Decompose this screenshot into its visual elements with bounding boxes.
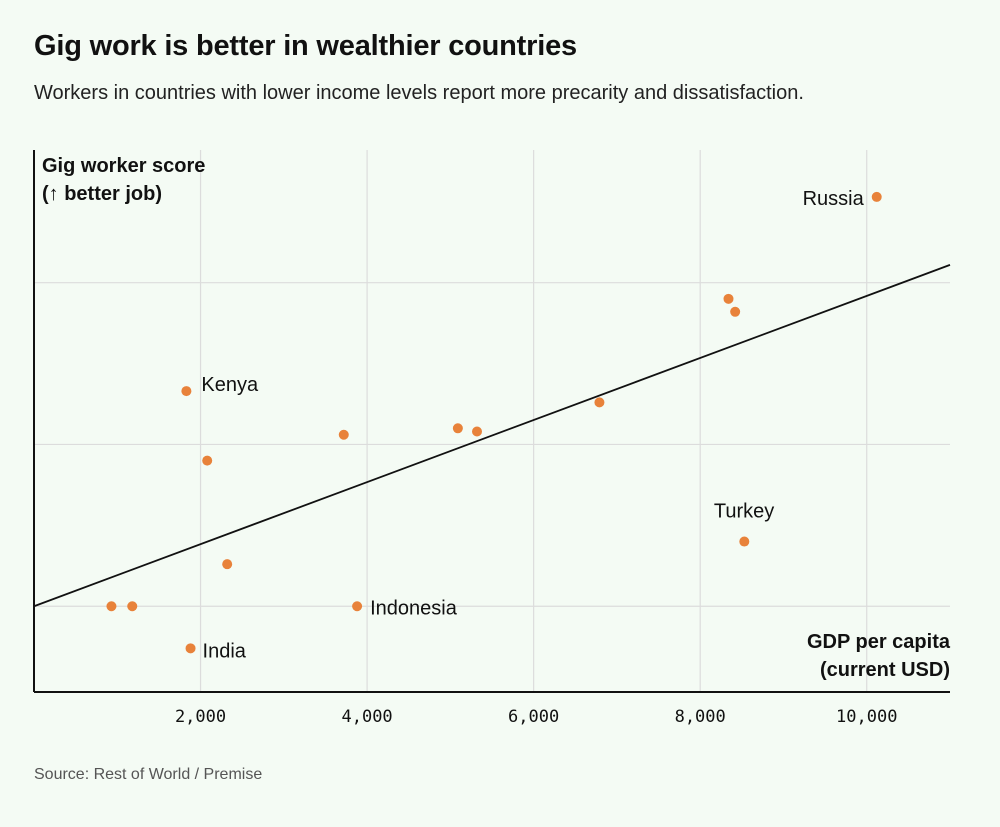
data-point-turkey — [739, 536, 750, 547]
data-point — [723, 293, 734, 304]
data-point-kenya — [181, 386, 192, 397]
point-labels: India Kenya Indonesia Turkey Russia — [201, 188, 864, 662]
source-note: Source: Rest of World / Premise — [34, 766, 263, 783]
x-tick-label: 4,000 — [341, 707, 392, 727]
x-tick-label: 6,000 — [508, 707, 559, 727]
data-point — [106, 601, 117, 612]
axis-titles: Gig worker score (↑ better job) GDP per ca… — [42, 155, 951, 681]
data-points — [106, 191, 882, 654]
scatter-chart: India Kenya Indonesia Turkey Russia 2,000 4,0… — [33, 150, 951, 727]
data-point — [338, 429, 349, 440]
data-point — [472, 426, 483, 437]
data-point — [452, 423, 463, 434]
point-label-kenya: Kenya — [201, 374, 259, 396]
x-axis-title-line: GDP per capita — [807, 631, 951, 653]
data-point-russia — [871, 191, 882, 202]
data-point — [127, 601, 138, 612]
x-tick-label: 10,000 — [836, 707, 897, 727]
point-label-turkey: Turkey — [714, 501, 774, 523]
x-tick-label: 8,000 — [675, 707, 726, 727]
chart-title: Gig work is better in wealthier countrie… — [34, 30, 577, 62]
x-tick-labels: 2,000 4,000 6,000 8,000 10,000 — [175, 707, 897, 727]
point-label-russia: Russia — [803, 188, 865, 210]
data-point — [730, 306, 741, 317]
data-point-india — [185, 643, 196, 654]
point-label-india: India — [203, 640, 247, 662]
gridlines — [34, 150, 950, 692]
axes — [33, 150, 950, 693]
chart-subtitle: Workers in countries with lower income l… — [34, 82, 804, 104]
trend-line — [33, 264, 951, 608]
x-tick-label: 2,000 — [175, 707, 226, 727]
data-point — [222, 559, 233, 570]
y-axis-title-line: (↑ better job) — [42, 183, 162, 205]
point-label-indonesia: Indonesia — [370, 597, 458, 619]
x-axis-title-line: (current USD) — [820, 659, 950, 681]
y-axis-title-line: Gig worker score — [42, 155, 205, 177]
trend-line-group — [33, 264, 951, 608]
data-point-indonesia — [352, 601, 363, 612]
data-point — [202, 455, 213, 466]
data-point — [594, 397, 605, 408]
